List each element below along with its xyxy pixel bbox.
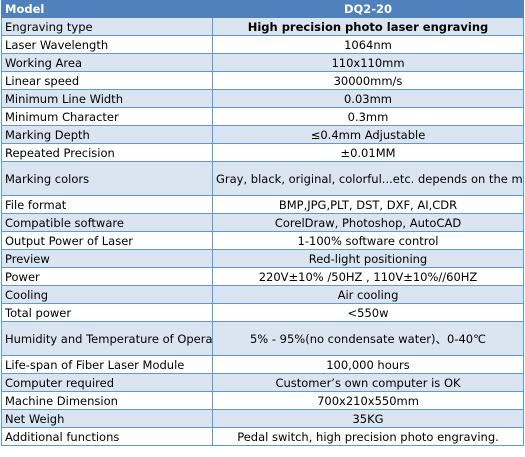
header-model-label: Model — [1, 0, 213, 18]
spec-value: 1064nm — [212, 35, 524, 54]
spec-label: Working Area — [1, 53, 213, 72]
spec-label: Life-span of Fiber Laser Module — [1, 355, 213, 374]
table-row: File format BMP,JPG,PLT, DST, DXF, AI,CD… — [1, 195, 524, 214]
table-row: Minimum Line Width 0.03mm — [1, 89, 524, 108]
spec-value: 30000mm/s — [212, 71, 524, 90]
spec-label: Laser Wavelength — [1, 35, 213, 54]
spec-label: Power — [1, 267, 213, 286]
table-row: Minimum Character 0.3mm — [1, 107, 524, 126]
spec-value: Pedal switch, high precision photo engra… — [212, 427, 524, 446]
spec-table: Model DQ2-20 Engraving type High precisi… — [1, 0, 524, 446]
spec-label: Linear speed — [1, 71, 213, 90]
spec-label: Compatible software — [1, 213, 213, 232]
spec-value: ≤0.4mm Adjustable — [212, 125, 524, 144]
spec-value: Red-light positioning — [212, 249, 524, 268]
table-row: Additional functions Pedal switch, high … — [1, 427, 524, 446]
spec-value: Gray, black, original, colorful...etc. d… — [212, 161, 524, 196]
spec-value: CorelDraw, Photoshop, AutoCAD — [212, 213, 524, 232]
header-model-value: DQ2-20 — [212, 0, 524, 18]
spec-label: Humidity and Temperature of Operation En… — [1, 321, 213, 356]
table-row: Engraving type High precision photo lase… — [1, 17, 524, 36]
table-row: Humidity and Temperature of Operation En… — [1, 321, 524, 356]
spec-value: Air cooling — [212, 285, 524, 304]
spec-label: Engraving type — [1, 17, 213, 36]
spec-label: Marking colors — [1, 161, 213, 196]
spec-value: 5% - 95%(no condensate water)、0-40℃ — [212, 321, 524, 356]
spec-value: 110x110mm — [212, 53, 524, 72]
spec-value: <550w — [212, 303, 524, 322]
spec-value: 0.03mm — [212, 89, 524, 108]
spec-value: 35KG — [212, 409, 524, 428]
table-header-row: Model DQ2-20 — [1, 0, 524, 18]
spec-label: Preview — [1, 249, 213, 268]
table-row: Total power <550w — [1, 303, 524, 322]
table-row: Working Area 110x110mm — [1, 53, 524, 72]
table-row: Repeated Precision ±0.01MM — [1, 143, 524, 162]
table-row: Computer required Customer’s own compute… — [1, 373, 524, 392]
spec-label: Machine Dimension — [1, 391, 213, 410]
spec-label: Total power — [1, 303, 213, 322]
table-row: Output Power of Laser 1-100% software co… — [1, 231, 524, 250]
spec-label: Marking Depth — [1, 125, 213, 144]
table-row: Life-span of Fiber Laser Module 100,000 … — [1, 355, 524, 374]
table-row: Laser Wavelength 1064nm — [1, 35, 524, 54]
spec-label: Repeated Precision — [1, 143, 213, 162]
spec-value: 0.3mm — [212, 107, 524, 126]
spec-label: Minimum Character — [1, 107, 213, 126]
spec-label: Minimum Line Width — [1, 89, 213, 108]
table-row: Cooling Air cooling — [1, 285, 524, 304]
table-row: Power 220V±10% /50HZ , 110V±10%//60HZ — [1, 267, 524, 286]
spec-label: Cooling — [1, 285, 213, 304]
spec-value: 700x210x550mm — [212, 391, 524, 410]
spec-value: BMP,JPG,PLT, DST, DXF, AI,CDR — [212, 195, 524, 214]
table-row: Compatible software CorelDraw, Photoshop… — [1, 213, 524, 232]
table-row: Machine Dimension 700x210x550mm — [1, 391, 524, 410]
spec-label: Computer required — [1, 373, 213, 392]
spec-value: 1-100% software control — [212, 231, 524, 250]
spec-value: Customer’s own computer is OK — [212, 373, 524, 392]
spec-value: High precision photo laser engraving — [212, 17, 524, 36]
spec-label: File format — [1, 195, 213, 214]
table-row: Net Weigh 35KG — [1, 409, 524, 428]
spec-value: 100,000 hours — [212, 355, 524, 374]
spec-label: Output Power of Laser — [1, 231, 213, 250]
spec-value: 220V±10% /50HZ , 110V±10%//60HZ — [212, 267, 524, 286]
spec-label: Net Weigh — [1, 409, 213, 428]
table-row: Marking Depth ≤0.4mm Adjustable — [1, 125, 524, 144]
table-row: Preview Red-light positioning — [1, 249, 524, 268]
spec-value: ±0.01MM — [212, 143, 524, 162]
spec-label: Additional functions — [1, 427, 213, 446]
table-row: Linear speed 30000mm/s — [1, 71, 524, 90]
table-row: Marking colors Gray, black, original, co… — [1, 161, 524, 196]
